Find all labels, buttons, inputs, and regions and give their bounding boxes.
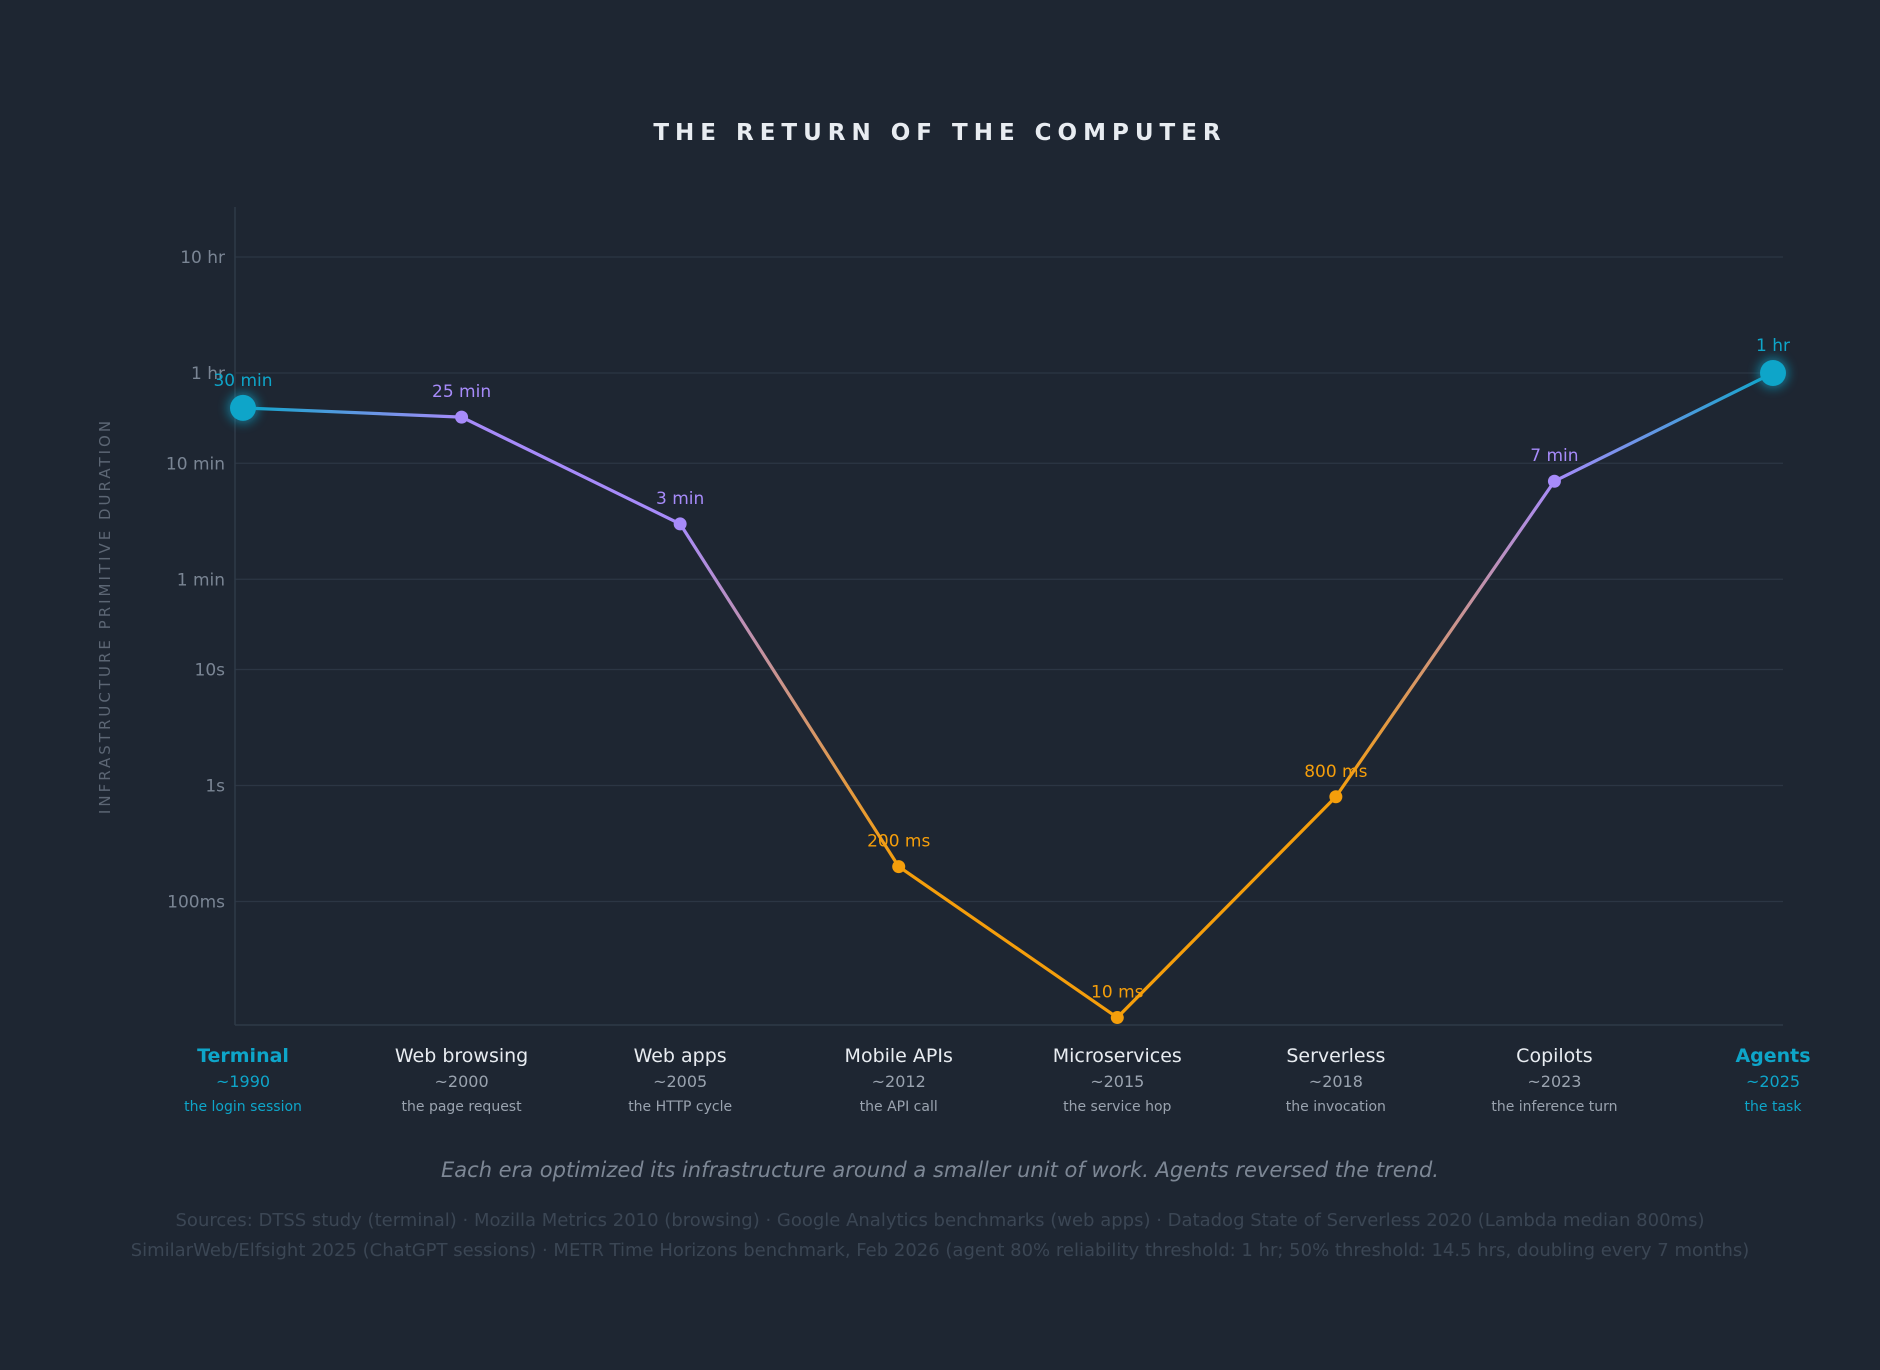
sources-line-1: Sources: DTSS study (terminal) · Mozilla…	[175, 1210, 1705, 1231]
category-label-0: Terminal	[197, 1045, 289, 1067]
y-tick-label: 10 hr	[180, 248, 225, 268]
series-line-segment	[1334, 479, 1557, 799]
y-axis-label: INFRASTRUCTURE PRIMITIVE DURATION	[96, 418, 114, 814]
category-desc-0: the login session	[184, 1099, 302, 1115]
category-year-6: ~2023	[1527, 1072, 1581, 1091]
category-year-2: ~2005	[653, 1072, 707, 1091]
category-desc-6: the inference turn	[1491, 1099, 1617, 1115]
category-label-2: Web apps	[634, 1045, 727, 1067]
data-point-1	[455, 410, 469, 424]
category-label-3: Mobile APIs	[845, 1045, 953, 1067]
value-label-5: 800 ms	[1304, 762, 1367, 782]
category-desc-4: the service hop	[1063, 1099, 1171, 1115]
data-point-6	[1547, 474, 1561, 488]
data-point-4	[1110, 1011, 1124, 1025]
value-label-7: 1 hr	[1756, 336, 1790, 356]
value-label-2: 3 min	[656, 489, 704, 509]
category-year-4: ~2015	[1090, 1072, 1144, 1091]
series-line-segment	[678, 522, 901, 869]
value-label-4: 10 ms	[1091, 983, 1144, 1003]
value-label-1: 25 min	[432, 382, 491, 402]
category-label-1: Web browsing	[395, 1045, 528, 1067]
value-label-0: 30 min	[213, 371, 272, 391]
series-line-segment	[897, 865, 1119, 1020]
data-point-2	[673, 517, 687, 531]
chart-title: THE RETURN OF THE COMPUTER	[653, 120, 1227, 146]
category-year-7: ~2025	[1746, 1072, 1800, 1091]
category-label-7: Agents	[1735, 1045, 1810, 1067]
series-line-segment	[459, 415, 682, 526]
data-point-0	[230, 394, 256, 421]
data-point-3	[892, 860, 906, 874]
category-label-4: Microservices	[1053, 1045, 1182, 1067]
category-desc-1: the page request	[402, 1099, 523, 1115]
y-tick-label: 1 hr	[191, 364, 225, 384]
data-point-5	[1329, 790, 1343, 804]
series-line-segment	[241, 406, 464, 419]
category-desc-5: the invocation	[1286, 1099, 1386, 1115]
value-label-6: 7 min	[1530, 446, 1578, 466]
category-desc-3: the API call	[860, 1099, 938, 1115]
y-tick-label: 10 min	[166, 454, 225, 474]
y-tick-label: 1s	[205, 777, 225, 797]
y-tick-label: 1 min	[177, 570, 225, 590]
category-year-3: ~2012	[872, 1072, 926, 1091]
sources-line-2: SimilarWeb/Elfsight 2025 (ChatGPT sessio…	[130, 1240, 1750, 1261]
y-tick-label: 10s	[195, 661, 226, 681]
y-tick-label: 100ms	[167, 893, 225, 913]
value-label-3: 200 ms	[867, 832, 930, 852]
category-desc-2: the HTTP cycle	[628, 1099, 732, 1115]
category-label-6: Copilots	[1516, 1045, 1592, 1067]
category-desc-7: the task	[1745, 1099, 1803, 1115]
chart-subtitle: Each era optimized its infrastructure ar…	[441, 1158, 1439, 1182]
data-point-7	[1760, 360, 1786, 386]
series-line-segment	[1552, 371, 1775, 483]
category-year-1: ~2000	[435, 1072, 489, 1091]
series-line-segment	[1115, 795, 1338, 1020]
category-label-5: Serverless	[1286, 1045, 1385, 1067]
category-year-0: ~1990	[216, 1072, 270, 1091]
category-year-5: ~2018	[1309, 1072, 1363, 1091]
